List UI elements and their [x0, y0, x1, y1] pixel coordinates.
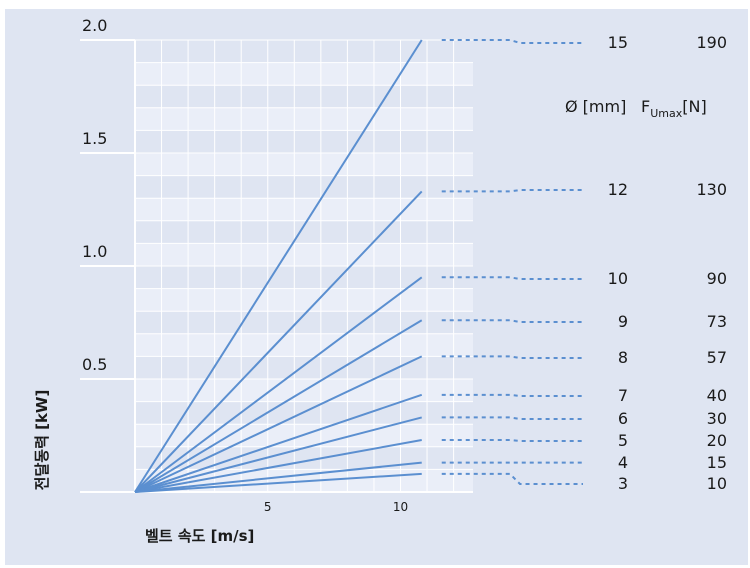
grid-band — [135, 243, 473, 266]
force-label: 30 — [707, 409, 727, 428]
diameter-label: 10 — [608, 269, 628, 288]
diameter-label: 15 — [608, 33, 628, 52]
series-lines — [134, 39, 423, 493]
diameter-label: 3 — [618, 474, 628, 493]
leader-line — [441, 276, 583, 280]
diameter-label: 6 — [618, 409, 628, 428]
series-line — [134, 416, 422, 493]
diameter-label: 5 — [618, 431, 628, 450]
y-tick-label: 1.5 — [82, 129, 107, 148]
x-tick-label: 5 — [264, 500, 272, 514]
grid-lines — [135, 39, 473, 493]
leader-line — [441, 355, 583, 359]
y-tick-label: 0.5 — [82, 355, 107, 374]
series-line — [134, 319, 423, 493]
series-line — [134, 472, 422, 493]
force-label: 190 — [696, 33, 727, 52]
series-line — [134, 461, 422, 493]
series-line — [134, 355, 423, 493]
y-axis-label: 전달동력 [kW] — [33, 390, 51, 491]
series-line — [134, 276, 423, 493]
force-label: 15 — [707, 453, 727, 472]
grid-bands — [135, 62, 473, 492]
diameter-label: 8 — [618, 348, 628, 367]
force-header: FUmax[N] — [641, 97, 707, 120]
diameter-label: 9 — [618, 312, 628, 331]
diameter-label: 7 — [618, 386, 628, 405]
force-label: 20 — [707, 431, 727, 450]
force-label: 40 — [707, 386, 727, 405]
labels: 0.5 1.0 1.5 2.0 5 10 벨트 속도 [m/s] 전달동력 [kW] Ø [mm… — [33, 16, 727, 545]
grid-band — [135, 198, 473, 221]
grid-band — [135, 288, 473, 312]
series-line — [134, 39, 423, 493]
leader-line — [441, 472, 583, 485]
diameter-header: Ø [mm] — [565, 97, 626, 116]
grid-band — [135, 333, 473, 357]
grid-band — [135, 62, 473, 86]
leader-line — [441, 189, 583, 193]
series-line — [134, 393, 423, 493]
leader-line — [441, 393, 583, 397]
y-tick-label: 2.0 — [82, 16, 107, 35]
diameter-label: 4 — [618, 453, 628, 472]
series-line — [134, 190, 423, 493]
grid-band — [135, 153, 473, 176]
leader-line — [441, 319, 583, 323]
force-label: 57 — [707, 348, 727, 367]
x-axis-label: 벨트 속도 [m/s] — [145, 527, 254, 545]
leader-line — [441, 39, 583, 44]
series-line — [134, 439, 422, 493]
grid-band — [135, 107, 473, 131]
y-tick-label: 1.0 — [82, 242, 107, 261]
diameter-label: 12 — [608, 180, 628, 199]
force-label: 73 — [707, 312, 727, 331]
leader-line — [441, 416, 583, 420]
force-label: 90 — [707, 269, 727, 288]
force-label: 130 — [696, 180, 727, 199]
leader-line — [441, 439, 583, 442]
force-label: 10 — [707, 474, 727, 493]
x-tick-label: 10 — [393, 500, 408, 514]
leader-lines — [441, 39, 583, 485]
